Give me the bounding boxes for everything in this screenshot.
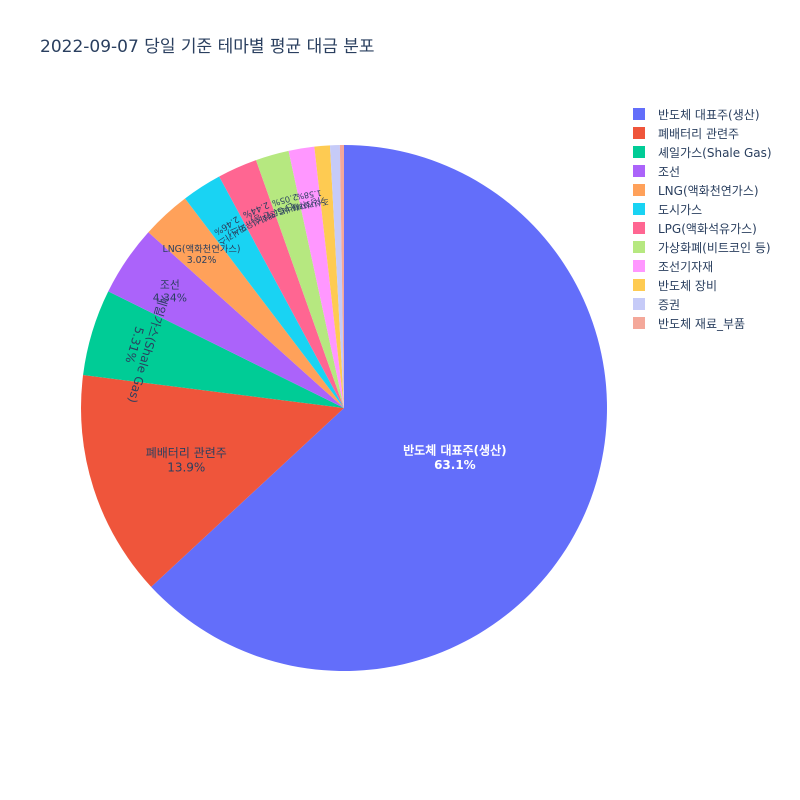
- legend-swatch[interactable]: [633, 165, 645, 177]
- legend-swatch[interactable]: [633, 241, 645, 253]
- slice-value-label: 1.58%: [295, 188, 322, 201]
- legend-item-label[interactable]: 반도체 재료_부품: [658, 317, 745, 331]
- pie-slice[interactable]: [329, 145, 344, 408]
- legend-item-label[interactable]: LPG(액화석유가스): [658, 222, 757, 236]
- legend-item-label[interactable]: 셰일가스(Shale Gas): [658, 146, 772, 160]
- legend-swatch[interactable]: [633, 317, 645, 329]
- legend-swatch[interactable]: [633, 222, 645, 234]
- slice-value-label: 13.9%: [167, 460, 205, 474]
- pie-slice[interactable]: [81, 375, 344, 587]
- legend-item-label[interactable]: 도시가스: [658, 203, 702, 217]
- legend-item-label[interactable]: 반도체 장비: [658, 279, 717, 293]
- pie-slice[interactable]: [219, 160, 344, 408]
- legend-item-label[interactable]: 조선: [658, 165, 680, 179]
- legend-swatch[interactable]: [633, 260, 645, 272]
- legend-item-label[interactable]: LNG(액화천연가스): [658, 183, 759, 198]
- slice-label: 폐배터리 관련주: [146, 446, 227, 460]
- legend-swatch[interactable]: [633, 127, 645, 139]
- legend-swatch[interactable]: [633, 203, 645, 215]
- legend-item-label[interactable]: 반도체 대표주(생산): [658, 108, 760, 122]
- legend-swatch[interactable]: [633, 146, 645, 158]
- legend-item-label[interactable]: 가상화폐(비트코인 등): [658, 241, 771, 255]
- slice-label: 반도체 대표주(생산): [403, 443, 506, 458]
- pie-slice[interactable]: [339, 145, 344, 408]
- slice-label: LNG(액화천연가스): [162, 243, 240, 255]
- legend-item-label[interactable]: 조선기자재: [658, 260, 713, 274]
- pie-slice[interactable]: [148, 198, 344, 408]
- pie-slice[interactable]: [83, 291, 344, 408]
- slice-value-label: 4.34%: [153, 291, 187, 304]
- legend-swatch[interactable]: [633, 108, 645, 120]
- chart-title: 2022-09-07 당일 기준 테마별 평균 대금 분포: [40, 37, 375, 57]
- legend-item-label[interactable]: 폐배터리 관련주: [658, 127, 739, 141]
- slice-value-label: 63.1%: [434, 458, 476, 472]
- legend-swatch[interactable]: [633, 184, 645, 196]
- legend-item-label[interactable]: 증권: [658, 298, 680, 312]
- pie-slice[interactable]: [151, 145, 608, 671]
- pie-slice[interactable]: [185, 176, 344, 408]
- legend-swatch[interactable]: [633, 298, 645, 310]
- pie-slice[interactable]: [314, 145, 344, 408]
- slice-value-label: 3.02%: [187, 255, 217, 266]
- legend-swatch[interactable]: [633, 279, 645, 291]
- pie-slice[interactable]: [108, 232, 344, 408]
- pie-slice[interactable]: [288, 146, 344, 408]
- pie-slice[interactable]: [256, 150, 344, 408]
- slice-label: 조선: [160, 278, 180, 291]
